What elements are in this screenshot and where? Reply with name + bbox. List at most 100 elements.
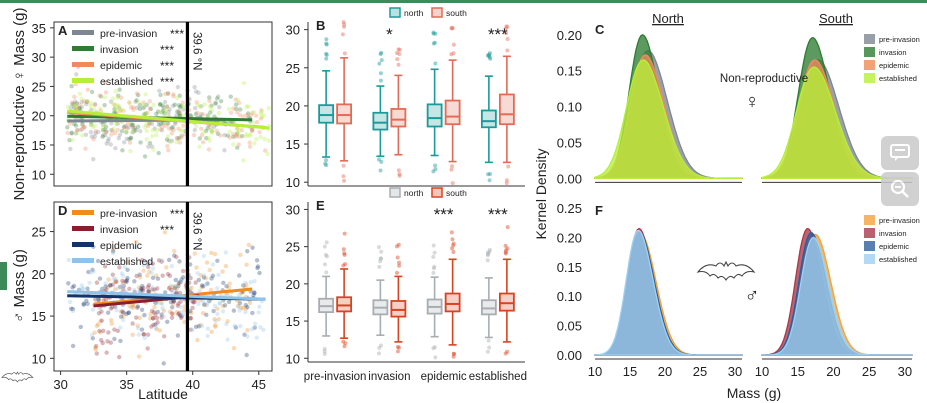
outlier-point: [504, 181, 509, 186]
data-point: [113, 276, 118, 282]
data-point: [234, 126, 240, 132]
data-point: [203, 302, 208, 308]
data-point: [243, 280, 248, 286]
data-point: [174, 95, 180, 101]
data-point: [103, 297, 109, 302]
data-point: [150, 266, 156, 271]
outlier-point: [449, 52, 454, 57]
data-point: [169, 138, 175, 144]
data-point: [209, 128, 214, 134]
data-point: [149, 121, 155, 127]
data-point: [176, 109, 181, 114]
data-point: [101, 133, 106, 138]
data-point: [237, 300, 243, 306]
outlier-point: [395, 255, 400, 260]
data-point: [88, 129, 94, 135]
data-point: [249, 127, 255, 133]
box-north: [426, 243, 443, 360]
y-tick-label: 30: [286, 202, 300, 217]
data-point: [177, 313, 183, 318]
y-tick-label: 20: [286, 99, 300, 114]
data-point: [100, 122, 106, 127]
outlier-point: [487, 249, 492, 254]
data-point: [166, 121, 171, 126]
data-point: [233, 106, 239, 112]
data-point: [205, 126, 211, 131]
data-point: [244, 134, 249, 139]
outlier-point: [449, 26, 454, 31]
legend-label: pre-invasion: [879, 216, 920, 225]
data-point: [136, 289, 142, 294]
legend-swatch: [431, 7, 443, 18]
data-point: [121, 310, 126, 315]
data-point: [115, 95, 120, 100]
data-point: [254, 335, 259, 340]
data-point: [228, 94, 233, 99]
box-body: [444, 99, 461, 126]
legend-label: south: [446, 188, 467, 198]
data-point: [188, 113, 194, 118]
data-point: [252, 278, 257, 284]
data-point: [143, 111, 148, 116]
outlier-point: [485, 53, 490, 58]
outlier-point: [433, 163, 438, 168]
outlier-point: [324, 158, 329, 163]
data-point: [96, 311, 102, 316]
data-point: [177, 259, 182, 264]
data-point: [132, 126, 138, 131]
legend-swatch: [864, 228, 875, 238]
data-point: [174, 290, 179, 296]
data-point: [143, 92, 148, 97]
outlier-point: [431, 266, 436, 271]
data-point: [231, 131, 236, 137]
side-tab[interactable]: [0, 262, 7, 290]
data-point: [175, 84, 181, 90]
data-point: [113, 106, 118, 111]
data-point: [94, 280, 100, 285]
data-point: [125, 259, 130, 265]
data-point: [208, 287, 214, 293]
data-point: [134, 273, 139, 279]
legend-label: invasion: [100, 44, 139, 56]
zoom-button[interactable]: [881, 172, 919, 206]
outlier-point: [432, 345, 437, 350]
box-south: [498, 225, 515, 356]
outlier-point: [431, 41, 436, 46]
data-point: [178, 315, 184, 320]
data-point: [262, 136, 267, 142]
data-point: [74, 72, 79, 77]
x-tick-label: 25: [693, 364, 707, 379]
data-point: [231, 142, 236, 147]
data-point: [143, 122, 149, 127]
legend-swatch: [864, 241, 875, 251]
data-point: [179, 314, 184, 319]
data-point: [120, 317, 126, 323]
data-point: [135, 304, 141, 309]
data-point: [119, 283, 125, 288]
data-point: [106, 136, 111, 141]
data-point: [136, 354, 142, 359]
outlier-point: [486, 338, 491, 343]
outlier-point: [377, 157, 382, 162]
outlier-point: [322, 244, 327, 249]
data-point: [244, 112, 249, 118]
y-tick-label: 0.15: [557, 260, 582, 275]
data-point: [85, 286, 90, 291]
data-point: [192, 84, 197, 90]
y-tick-label: 15: [286, 314, 300, 329]
data-point: [145, 123, 151, 129]
comment-button[interactable]: [881, 136, 919, 170]
data-point: [148, 106, 154, 112]
south-header: South: [819, 11, 853, 26]
data-point: [199, 126, 204, 131]
legend-swatch: [72, 226, 94, 231]
outlier-point: [503, 351, 508, 356]
outlier-point: [485, 349, 490, 354]
data-point: [75, 128, 80, 133]
data-point: [161, 314, 166, 320]
data-point: [233, 102, 239, 107]
outlier-point: [505, 225, 510, 230]
data-point: [181, 123, 186, 128]
data-point: [141, 100, 146, 105]
data-point: [149, 308, 155, 314]
